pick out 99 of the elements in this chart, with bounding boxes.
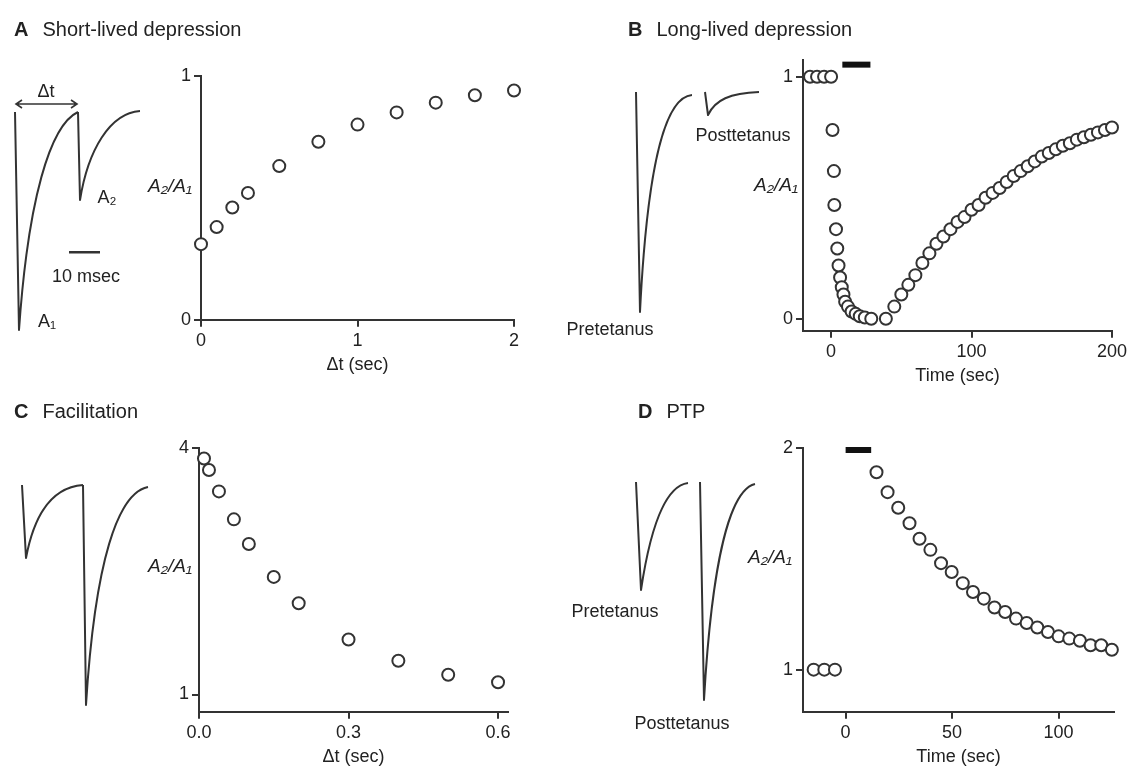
x-axis-title: Time (sec) xyxy=(916,746,1001,767)
point xyxy=(827,197,842,212)
x-tick-label: 1 xyxy=(352,329,363,350)
y-axis-title: A₂/A₁ xyxy=(148,554,192,577)
y-axis-title: A₂/A₁ xyxy=(148,174,192,197)
point xyxy=(922,246,937,261)
point xyxy=(350,117,365,132)
y-tick-label: 0 xyxy=(181,308,192,329)
x-tick-label: 50 xyxy=(942,721,963,742)
point xyxy=(209,220,224,235)
point xyxy=(1094,638,1109,653)
point xyxy=(1072,633,1087,648)
point xyxy=(341,632,356,647)
x-tick-label: 100 xyxy=(956,340,987,361)
point xyxy=(864,311,879,326)
x-axis-title: Time (sec) xyxy=(915,365,1000,386)
point xyxy=(1019,616,1034,631)
point xyxy=(830,241,845,256)
point xyxy=(824,69,839,84)
x-tick-label: 0 xyxy=(826,340,837,361)
point xyxy=(1040,624,1055,639)
point xyxy=(391,653,406,668)
text: Posttetanus xyxy=(634,712,730,734)
x-tick-label: 200 xyxy=(1096,340,1128,361)
x-tick-label: 0 xyxy=(196,329,207,350)
text: 10 msec xyxy=(51,265,121,287)
chart-title: A Short-lived depression xyxy=(14,18,242,41)
point xyxy=(311,134,326,149)
point xyxy=(491,675,506,690)
point xyxy=(902,516,917,531)
point xyxy=(507,83,521,98)
point xyxy=(987,600,1002,615)
point xyxy=(880,485,895,500)
x-tick-label: 0.3 xyxy=(336,721,362,742)
y-axis-title: A₂/A₁ xyxy=(748,545,792,568)
point xyxy=(211,484,226,499)
point xyxy=(887,299,902,314)
point xyxy=(965,585,980,599)
y-axis-title: A₂/A₁ xyxy=(754,173,798,196)
chart-title: C Facilitation xyxy=(14,400,139,423)
point xyxy=(829,222,844,237)
point xyxy=(869,465,884,480)
point xyxy=(225,200,240,215)
text: Posttetanus xyxy=(695,124,791,146)
point xyxy=(241,537,256,552)
y-tick-label: 1 xyxy=(179,683,190,704)
y-tick-label: 1 xyxy=(783,65,794,86)
point xyxy=(389,105,404,120)
y-tick-label: 4 xyxy=(179,436,190,457)
y-tick-label: 1 xyxy=(181,64,192,85)
point xyxy=(240,185,255,200)
point xyxy=(891,500,906,515)
x-tick-label: 2 xyxy=(508,329,520,350)
x-tick-label: 0.6 xyxy=(485,721,511,742)
point xyxy=(827,662,842,677)
point xyxy=(955,576,970,591)
x-tick-label: 0.0 xyxy=(186,721,212,742)
point xyxy=(428,95,443,110)
text: Pretetanus xyxy=(571,600,659,622)
text: Δt xyxy=(37,80,55,102)
x-tick-label: 100 xyxy=(1043,721,1074,742)
y-tick-label: 0 xyxy=(783,307,794,328)
point xyxy=(825,122,840,137)
point xyxy=(1009,611,1024,626)
point xyxy=(467,88,482,103)
point xyxy=(1030,620,1045,635)
point xyxy=(998,604,1013,619)
point xyxy=(915,256,930,271)
text: A₁ xyxy=(37,310,57,332)
point xyxy=(944,565,959,580)
y-tick-label: 2 xyxy=(783,436,794,457)
point xyxy=(201,463,216,478)
x-axis-title: Δt (sec) xyxy=(322,746,385,767)
point xyxy=(194,237,209,252)
x-axis-title: Δt (sec) xyxy=(326,354,389,375)
text: Pretetanus xyxy=(566,318,654,340)
point xyxy=(1104,642,1119,657)
y-tick-label: 1 xyxy=(783,658,794,679)
point xyxy=(196,451,211,466)
point xyxy=(266,569,281,584)
chart-title: B Long-lived depression xyxy=(628,18,853,41)
point xyxy=(923,542,938,557)
point xyxy=(901,277,916,292)
point xyxy=(441,667,456,682)
point xyxy=(1104,120,1119,135)
point xyxy=(894,287,909,302)
point xyxy=(908,268,923,283)
point xyxy=(272,159,287,174)
point xyxy=(831,258,846,273)
point xyxy=(976,591,991,606)
point xyxy=(226,512,241,527)
point xyxy=(934,556,949,571)
point xyxy=(826,164,841,179)
point xyxy=(878,311,893,326)
text: A₂ xyxy=(97,186,117,208)
point xyxy=(291,596,306,611)
point xyxy=(912,531,927,546)
x-tick-label: 0 xyxy=(840,721,851,742)
chart-title: D PTP xyxy=(638,400,706,423)
